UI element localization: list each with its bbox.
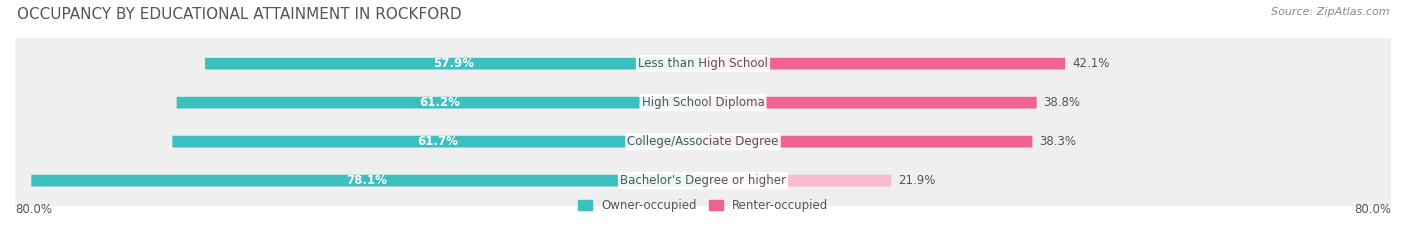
FancyBboxPatch shape <box>11 102 1395 181</box>
FancyBboxPatch shape <box>11 141 1395 220</box>
Text: 21.9%: 21.9% <box>898 174 935 187</box>
Text: OCCUPANCY BY EDUCATIONAL ATTAINMENT IN ROCKFORD: OCCUPANCY BY EDUCATIONAL ATTAINMENT IN R… <box>17 7 461 22</box>
Text: 38.3%: 38.3% <box>1039 135 1076 148</box>
Text: 61.7%: 61.7% <box>418 135 458 148</box>
FancyBboxPatch shape <box>703 136 1032 147</box>
Text: High School Diploma: High School Diploma <box>641 96 765 109</box>
FancyBboxPatch shape <box>703 97 1036 109</box>
Text: Bachelor's Degree or higher: Bachelor's Degree or higher <box>620 174 786 187</box>
Text: Less than High School: Less than High School <box>638 57 768 70</box>
FancyBboxPatch shape <box>177 97 703 109</box>
FancyBboxPatch shape <box>703 58 1066 69</box>
FancyBboxPatch shape <box>703 175 891 186</box>
FancyBboxPatch shape <box>205 58 703 69</box>
Text: Source: ZipAtlas.com: Source: ZipAtlas.com <box>1271 7 1389 17</box>
Text: College/Associate Degree: College/Associate Degree <box>627 135 779 148</box>
FancyBboxPatch shape <box>31 175 703 186</box>
Text: 57.9%: 57.9% <box>433 57 475 70</box>
FancyBboxPatch shape <box>173 136 703 147</box>
Legend: Owner-occupied, Renter-occupied: Owner-occupied, Renter-occupied <box>572 194 834 217</box>
Text: 80.0%: 80.0% <box>15 203 52 216</box>
FancyBboxPatch shape <box>11 24 1395 103</box>
Text: 42.1%: 42.1% <box>1071 57 1109 70</box>
Text: 78.1%: 78.1% <box>347 174 388 187</box>
Text: 80.0%: 80.0% <box>1354 203 1391 216</box>
Text: 61.2%: 61.2% <box>419 96 460 109</box>
Text: 38.8%: 38.8% <box>1043 96 1081 109</box>
FancyBboxPatch shape <box>11 63 1395 142</box>
